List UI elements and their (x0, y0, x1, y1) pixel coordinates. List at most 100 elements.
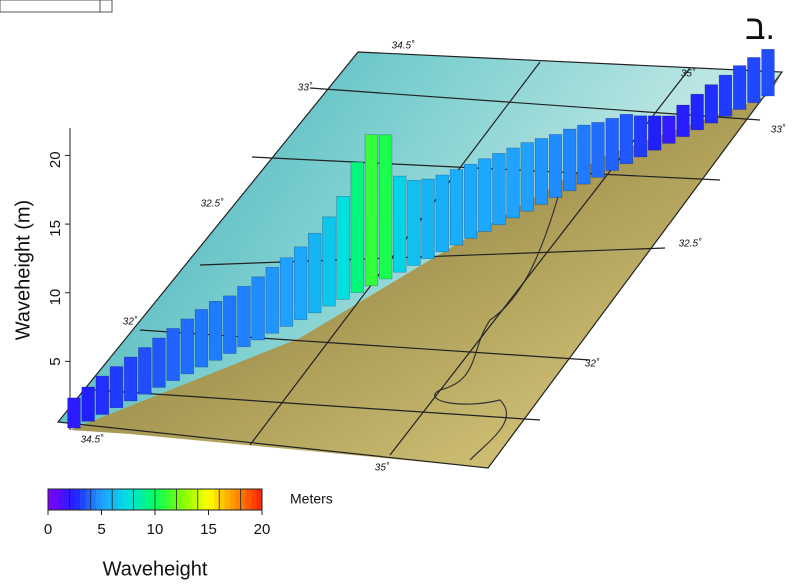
bar (691, 94, 704, 130)
bar (648, 116, 661, 150)
bar (719, 75, 732, 116)
bar (578, 125, 591, 184)
bar (280, 258, 293, 327)
colorbar-cell (166, 489, 172, 510)
bar (365, 135, 378, 286)
map-coordinate-label: 32.5˚ (679, 238, 702, 250)
bar (238, 286, 251, 346)
bar (323, 217, 336, 306)
map-coordinate-label: 33˚ (771, 124, 786, 136)
bar (436, 175, 449, 252)
corner-frame (100, 0, 112, 12)
colorbar-cell (241, 489, 247, 510)
map-coordinate-label: 33˚ (298, 82, 313, 94)
bar (408, 180, 421, 265)
bar (762, 49, 775, 96)
bar (138, 348, 151, 395)
colorbar-cell (59, 489, 65, 510)
colorbar-cell (91, 489, 97, 510)
bar (705, 85, 718, 123)
colorbar-cell (139, 489, 145, 510)
bar (266, 267, 279, 333)
bar (422, 179, 435, 259)
bar (478, 159, 491, 232)
colorbar-cell (198, 489, 204, 510)
bar (379, 135, 392, 279)
bar (124, 357, 137, 401)
colorbar-cell (230, 489, 236, 510)
bar (167, 328, 180, 380)
bar (535, 139, 548, 205)
colorbar-cell (182, 489, 188, 510)
bar (181, 319, 194, 374)
bar (563, 129, 576, 191)
map-coordinate-label: 35˚ (375, 462, 390, 474)
y-tick-label: 10 (47, 289, 64, 306)
bar (96, 376, 109, 414)
map-coordinate-label: 35˚ (681, 68, 696, 80)
bar (620, 114, 633, 163)
bar (110, 367, 123, 408)
bar (337, 196, 350, 299)
colorbar-tick-label: 0 (44, 521, 52, 538)
bar (521, 143, 534, 212)
colorbar-title: Waveheight (103, 558, 208, 580)
map-coordinate-label: 32.5˚ (201, 198, 224, 210)
colorbar-cell (219, 489, 225, 510)
colorbar-tick-label: 10 (147, 521, 164, 538)
colorbar-cell (160, 489, 166, 510)
bar (209, 301, 222, 360)
map-coordinate-label: 32˚ (123, 316, 138, 328)
y-tick-label: 20 (47, 151, 64, 168)
bar (153, 338, 166, 387)
map-coordinate-label: 32˚ (585, 358, 600, 370)
bar (351, 162, 364, 292)
page: ב. 5101520 Waveheight (m) 34.5˚35˚34.5˚3… (0, 0, 798, 586)
colorbar-cell (69, 489, 75, 510)
colorbar-cell (118, 489, 124, 510)
bar (493, 153, 506, 224)
colorbar-cell (144, 489, 150, 510)
corner-frame (0, 0, 112, 12)
y-tick-label: 5 (47, 357, 64, 365)
colorbar-cell (155, 489, 161, 510)
colorbar-cell (246, 489, 252, 510)
y-axis-title: Waveheight (m) (12, 200, 34, 340)
colorbar-cell (102, 489, 108, 510)
colorbar-cell (53, 489, 59, 510)
bar (634, 116, 647, 157)
colorbar-cell (96, 489, 102, 510)
colorbar-cell (225, 489, 231, 510)
figure: ב. 5101520 Waveheight (m) 34.5˚35˚34.5˚3… (0, 0, 798, 586)
colorbar-cell (80, 489, 86, 510)
colorbar-tick-label: 15 (200, 521, 217, 538)
bar (549, 134, 562, 197)
bar (308, 233, 321, 313)
colorbar-cell (209, 489, 215, 510)
colorbar: 0 5 10 15 20 (44, 489, 271, 538)
colorbar-unit: Meters (290, 491, 333, 507)
bar (294, 247, 307, 320)
colorbar-tick-label: 20 (254, 521, 271, 538)
bar (592, 122, 605, 177)
bar (252, 277, 265, 340)
bar (507, 148, 520, 218)
colorbar-cell (251, 489, 257, 510)
bar (393, 176, 406, 272)
map-coordinate-label: 34.5˚ (81, 434, 104, 446)
bar (464, 164, 477, 238)
colorbar-cell (203, 489, 209, 510)
colorbar-tick-label: 5 (97, 521, 105, 538)
colorbar-cell (75, 489, 81, 510)
bar (68, 398, 81, 428)
y-tick-label: 15 (47, 220, 64, 237)
panel-label: ב. (745, 9, 775, 47)
colorbar-cell (176, 489, 182, 510)
bar (195, 309, 208, 367)
bar (450, 170, 463, 246)
bar (223, 296, 236, 354)
bar (606, 118, 619, 170)
colorbar-cell (112, 489, 118, 510)
colorbar-cell (123, 489, 129, 510)
colorbar-cell (134, 489, 140, 510)
